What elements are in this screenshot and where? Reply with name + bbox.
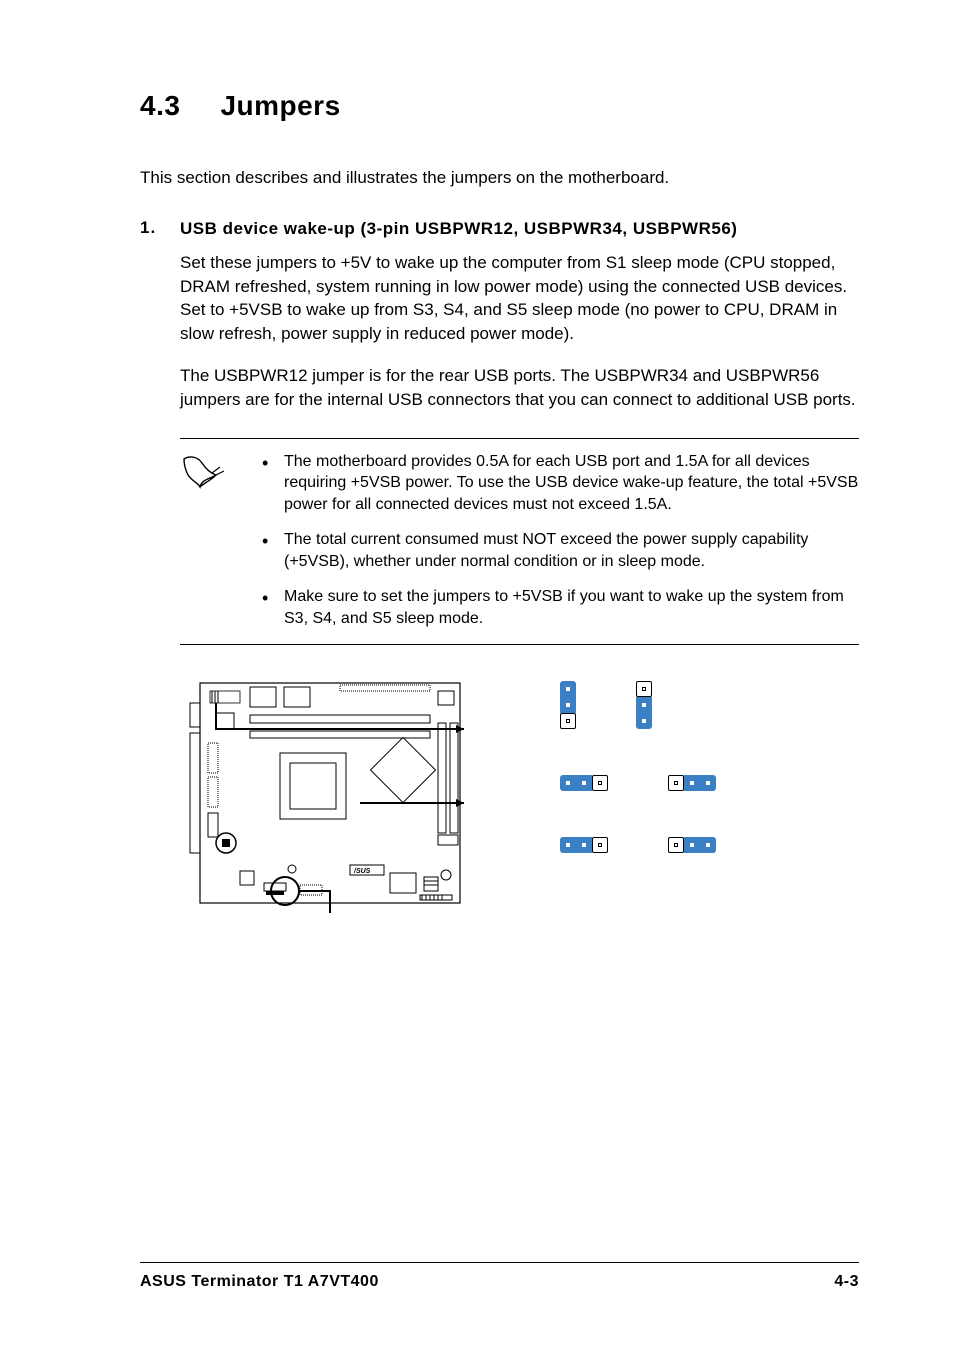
jumper-usbpwr34-5v (560, 775, 608, 791)
note-block: The motherboard provides 0.5A for each U… (180, 438, 859, 645)
page-footer: ASUS Terminator T1 A7VT400 4-3 (140, 1262, 859, 1291)
jumper-usbpwr34-5vsb (668, 775, 716, 791)
section-heading: 4.3 Jumpers (140, 90, 859, 122)
svg-text:/SUS: /SUS (353, 868, 371, 875)
note-bullet-2: The total current consumed must NOT exce… (254, 529, 859, 572)
jumper-settings (560, 673, 859, 853)
intro-text: This section describes and illustrates t… (140, 166, 859, 190)
jumper-row-usbpwr12 (560, 681, 859, 729)
footer-product: ASUS Terminator T1 A7VT400 (140, 1273, 379, 1291)
item-title: USB device wake-up (3-pin USBPWR12, USBP… (180, 218, 859, 241)
note-bullet-1: The motherboard provides 0.5A for each U… (254, 451, 859, 516)
footer-page: 4-3 (834, 1273, 859, 1291)
item-para-1: Set these jumpers to +5V to wake up the … (180, 251, 859, 346)
jumper-usbpwr56-5vsb (668, 837, 716, 853)
section-title: Jumpers (220, 90, 340, 122)
section-number: 4.3 (140, 90, 180, 122)
note-list: The motherboard provides 0.5A for each U… (254, 451, 859, 630)
diagram-area: /SUS (180, 673, 859, 928)
item-number: 1. (140, 218, 164, 430)
note-hand-icon (180, 451, 234, 630)
jumper-row-usbpwr56 (560, 837, 859, 853)
jumper-usbpwr12-5v (560, 681, 576, 729)
motherboard-diagram: /SUS (180, 673, 480, 928)
jumper-usbpwr12-5vsb (636, 681, 652, 729)
jumper-item: 1. USB device wake-up (3-pin USBPWR12, U… (140, 218, 859, 430)
item-para-2: The USBPWR12 jumper is for the rear USB … (180, 364, 859, 412)
jumper-row-usbpwr34 (560, 775, 859, 791)
note-bullet-3: Make sure to set the jumpers to +5VSB if… (254, 586, 859, 629)
jumper-usbpwr56-5v (560, 837, 608, 853)
